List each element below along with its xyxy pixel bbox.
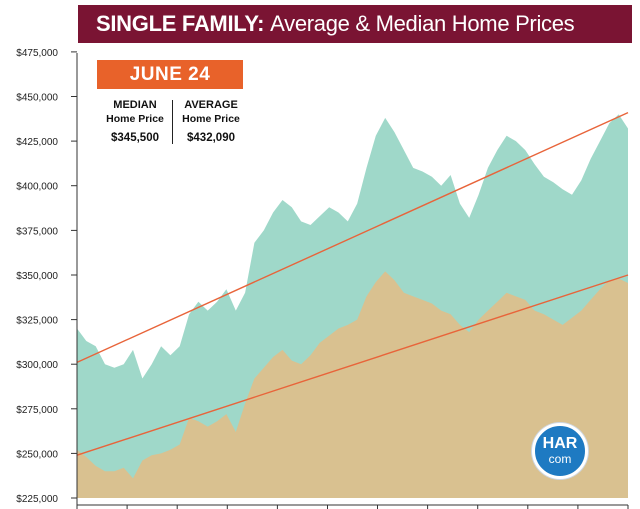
trendline-median: [76, 274, 629, 456]
median-stat: MEDIAN Home Price $345,500: [98, 98, 172, 146]
y-tick-label: $325,000: [16, 316, 58, 327]
average-sublabel: Home Price: [182, 113, 240, 125]
y-tick-label: $225,000: [16, 494, 58, 505]
y-tick-label: $400,000: [16, 182, 58, 193]
date-badge: JUNE 24: [97, 60, 243, 89]
average-label: AVERAGE: [184, 99, 238, 111]
average-stat: AVERAGE Home Price $432,090: [174, 98, 248, 146]
area-series-median: [77, 271, 628, 498]
trendline-average: [76, 111, 629, 364]
median-label: MEDIAN: [113, 99, 157, 111]
y-tick-label: $450,000: [16, 93, 58, 104]
har-logo: HAR com: [532, 423, 588, 479]
chart-title-bold: SINGLE FAMILY:: [96, 11, 265, 36]
median-sublabel: Home Price: [106, 113, 164, 125]
har-logo-subtext: com: [548, 452, 572, 466]
average-value: $432,090: [187, 132, 235, 144]
y-tick-label: $250,000: [16, 449, 58, 460]
y-tick-label: $275,000: [16, 405, 58, 416]
y-tick-label: $300,000: [16, 360, 58, 371]
y-tick-label: $375,000: [16, 226, 58, 237]
y-tick-label: $475,000: [16, 48, 58, 59]
har-logo-text: HAR: [542, 435, 578, 452]
stat-divider: [172, 100, 173, 144]
chart-title-rest: Average & Median Home Prices: [270, 11, 575, 36]
chart-title: SINGLE FAMILY: Average & Median Home Pri…: [78, 5, 632, 43]
y-tick-label: $425,000: [16, 137, 58, 148]
y-tick-label: $350,000: [16, 271, 58, 282]
median-value: $345,500: [111, 132, 159, 144]
